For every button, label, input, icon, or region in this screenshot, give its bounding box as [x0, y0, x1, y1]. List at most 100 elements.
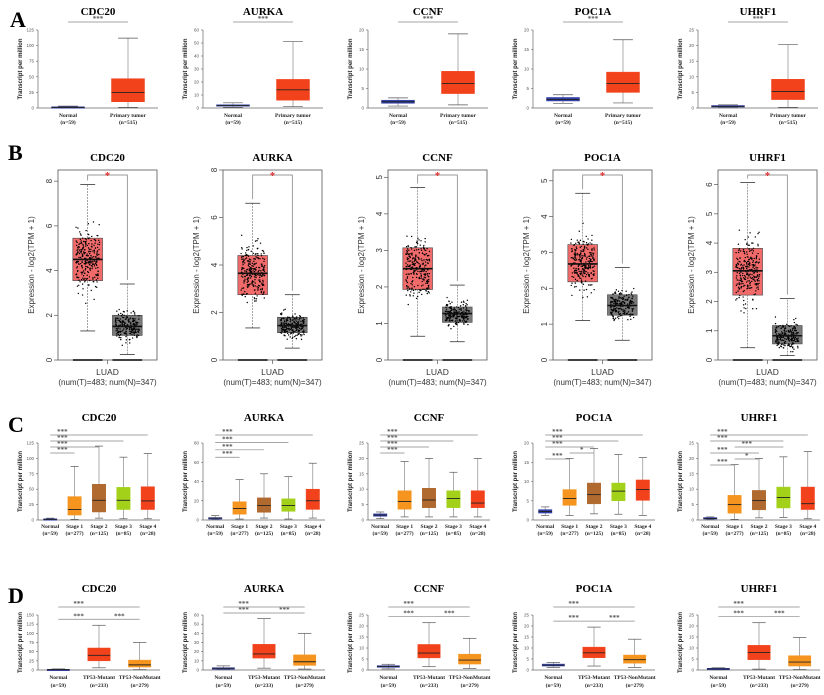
significance-label: ***: [609, 614, 620, 622]
category-label: Normal: [544, 675, 562, 681]
significance-label: ***: [57, 440, 68, 448]
data-point: [123, 321, 125, 323]
data-point: [744, 284, 746, 287]
data-point: [86, 253, 88, 255]
data-point: [449, 310, 452, 312]
data-point: [779, 324, 781, 327]
data-point: [92, 250, 94, 252]
data-point: [790, 344, 793, 346]
significance-bar: ***: [380, 446, 405, 454]
y-tick-label: 5: [691, 657, 694, 662]
data-point: [614, 291, 617, 293]
data-point: [117, 327, 119, 330]
data-point: [589, 242, 591, 244]
data-point: [284, 335, 286, 337]
data-point: [450, 307, 453, 310]
data-point: [78, 246, 80, 248]
data-point: [427, 284, 430, 287]
data-point: [613, 307, 615, 310]
data-point: [617, 290, 620, 293]
box-normal: [538, 506, 553, 516]
box: [293, 654, 317, 666]
data-point: [466, 299, 469, 301]
category-sublabel: (n=85): [281, 530, 297, 537]
data-point: [739, 268, 741, 270]
data-point: [75, 244, 78, 247]
data-point: [405, 250, 408, 252]
data-point: [244, 278, 246, 280]
category-label: TP53-NonMutant: [614, 675, 656, 681]
data-point: [89, 257, 92, 259]
significance-label: ***: [403, 610, 414, 618]
data-point: [590, 292, 592, 294]
data-point: [135, 335, 138, 337]
data-point: [423, 244, 425, 247]
data-point: [751, 252, 754, 254]
box: [128, 659, 152, 668]
y-tick-label: 20: [689, 624, 695, 629]
y-tick-label: 125: [26, 28, 34, 33]
data-point: [81, 261, 83, 263]
data-point: [85, 229, 87, 232]
data-point: [617, 311, 620, 314]
data-point: [446, 317, 448, 320]
data-point: [585, 288, 588, 291]
data-point: [291, 315, 294, 317]
data-point: [86, 244, 89, 247]
data-point: [118, 336, 120, 339]
box-stage-2: [752, 458, 766, 519]
data-point: [95, 256, 97, 258]
data-point: [740, 280, 743, 283]
data-point: [796, 340, 798, 343]
data-point: [97, 277, 99, 279]
data-point: [134, 331, 137, 333]
data-point: [302, 332, 305, 334]
data-point: [133, 334, 135, 336]
data-point: [591, 277, 593, 280]
data-point: [781, 331, 783, 333]
significance-bar: ***: [215, 443, 264, 451]
data-point: [84, 281, 86, 283]
data-point: [751, 264, 753, 266]
data-point: [244, 295, 246, 298]
significance-bar: ***: [563, 15, 623, 23]
box-normal: [541, 662, 565, 668]
data-point: [406, 257, 409, 259]
y-tick-label: 25: [689, 441, 695, 446]
data-point: [755, 268, 757, 270]
data-point: [134, 330, 136, 332]
data-point: [621, 302, 623, 304]
data-point: [256, 286, 258, 288]
significance-bracket: *: [252, 170, 293, 291]
data-point: [96, 251, 98, 253]
data-point: [749, 268, 751, 271]
data-point: [93, 298, 95, 301]
data-point: [583, 272, 585, 275]
data-point: [616, 307, 618, 309]
data-point: [129, 322, 132, 325]
data-point: [79, 231, 81, 233]
data-point: [746, 251, 748, 253]
data-point: [409, 253, 411, 255]
data-point: [296, 320, 298, 322]
data-point: [410, 282, 412, 285]
data-point: [416, 273, 418, 275]
data-point: [425, 289, 427, 291]
data-point: [260, 270, 262, 272]
data-point: [261, 288, 263, 291]
data-point: [587, 238, 589, 240]
tumor-box: [402, 187, 433, 361]
y-tick-label: 15: [524, 635, 530, 640]
data-point: [570, 264, 572, 267]
data-point: [246, 260, 249, 262]
box-stage-1: [562, 458, 577, 516]
data-point: [254, 279, 256, 281]
data-point: [246, 301, 248, 304]
box-primary-tumor: [276, 41, 310, 108]
data-point: [92, 277, 94, 279]
box-normal: [51, 105, 85, 109]
data-point: [797, 337, 799, 339]
data-point: [294, 335, 296, 338]
data-point: [574, 253, 577, 256]
data-point: [751, 274, 753, 276]
